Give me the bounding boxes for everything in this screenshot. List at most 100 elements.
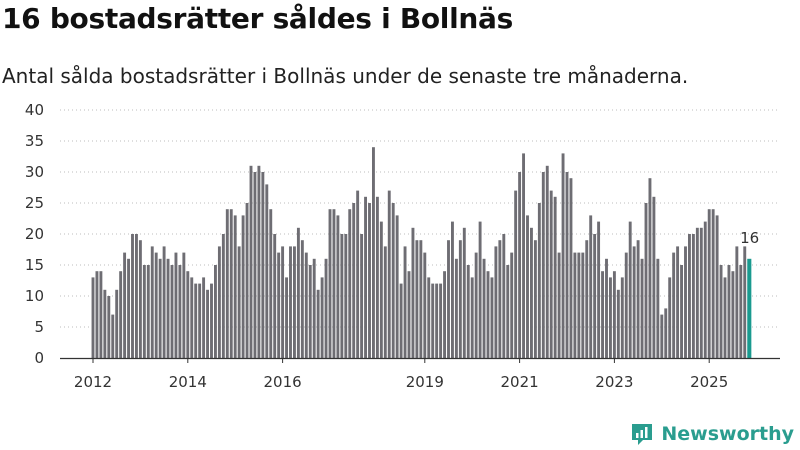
bar bbox=[510, 252, 514, 358]
x-tick-label: 2023 bbox=[595, 373, 633, 391]
y-tick-label: 5 bbox=[34, 318, 44, 336]
bar bbox=[194, 283, 198, 358]
bar bbox=[308, 265, 312, 358]
bar bbox=[107, 296, 111, 358]
bar bbox=[691, 234, 695, 358]
bar bbox=[135, 234, 138, 358]
bar bbox=[478, 221, 482, 358]
bar bbox=[379, 221, 383, 358]
bar bbox=[95, 271, 99, 358]
bar bbox=[123, 252, 127, 358]
bar bbox=[632, 246, 636, 358]
bar bbox=[609, 277, 612, 358]
data-label-last: 16 bbox=[740, 229, 759, 247]
bar bbox=[462, 227, 466, 358]
bar bbox=[466, 265, 470, 358]
bar bbox=[111, 314, 115, 358]
bar bbox=[541, 172, 545, 358]
bar bbox=[526, 215, 529, 358]
bar bbox=[502, 234, 506, 358]
x-tick-label: 2012 bbox=[74, 373, 112, 391]
bar bbox=[597, 221, 601, 358]
bar bbox=[324, 258, 328, 358]
bar bbox=[304, 252, 308, 358]
bar bbox=[707, 209, 711, 358]
bar bbox=[336, 215, 340, 358]
bar bbox=[328, 209, 332, 358]
bar bbox=[296, 227, 300, 358]
bar bbox=[119, 271, 123, 358]
bar bbox=[265, 184, 269, 358]
bar bbox=[166, 258, 170, 358]
bar bbox=[186, 271, 190, 358]
bar bbox=[605, 258, 608, 358]
bar bbox=[435, 283, 439, 358]
bar bbox=[522, 153, 525, 358]
bar bbox=[443, 271, 446, 358]
chart-annotations: 16 bbox=[740, 229, 759, 247]
bar bbox=[695, 227, 699, 358]
bar bbox=[360, 234, 364, 358]
y-tick-label: 30 bbox=[25, 163, 44, 181]
bar bbox=[261, 172, 265, 358]
bar bbox=[138, 240, 142, 358]
bar bbox=[174, 252, 178, 358]
bar bbox=[391, 203, 395, 358]
bar bbox=[178, 265, 182, 358]
bar bbox=[233, 215, 237, 358]
y-tick-label: 25 bbox=[25, 194, 44, 212]
bar bbox=[403, 246, 407, 358]
bar bbox=[743, 246, 747, 358]
y-tick-label: 40 bbox=[25, 101, 44, 119]
bar bbox=[214, 265, 217, 358]
bar bbox=[684, 246, 687, 358]
bar bbox=[636, 240, 640, 358]
bar bbox=[652, 196, 656, 358]
bar bbox=[688, 234, 691, 358]
bar bbox=[577, 252, 581, 358]
bar bbox=[454, 258, 458, 358]
bar bbox=[162, 246, 166, 358]
bar bbox=[628, 221, 632, 358]
y-axis: 0 5 10 15 20 25 30 35 40 bbox=[25, 101, 44, 367]
bar bbox=[99, 271, 103, 358]
bar bbox=[372, 147, 375, 358]
bar bbox=[573, 252, 577, 358]
bar bbox=[620, 277, 624, 358]
bar bbox=[142, 265, 146, 358]
brand-name: Newsworthy bbox=[661, 423, 794, 445]
bar bbox=[616, 289, 620, 358]
bar bbox=[439, 283, 443, 358]
bar bbox=[612, 271, 616, 358]
bar bbox=[158, 258, 162, 358]
bar bbox=[150, 246, 154, 358]
bar bbox=[415, 240, 419, 358]
bar bbox=[312, 258, 316, 358]
x-tick-label: 2016 bbox=[264, 373, 302, 391]
x-tick-label: 2025 bbox=[690, 373, 728, 391]
bar bbox=[293, 246, 296, 358]
bar bbox=[320, 277, 324, 358]
bar bbox=[699, 227, 703, 358]
bar bbox=[731, 271, 735, 358]
bar bbox=[399, 283, 403, 358]
bar bbox=[285, 277, 288, 358]
bar bbox=[269, 209, 273, 358]
bar bbox=[668, 277, 672, 358]
bar bbox=[245, 203, 249, 358]
bar bbox=[190, 277, 194, 358]
bar bbox=[514, 190, 518, 358]
bar bbox=[210, 283, 213, 358]
bar bbox=[229, 209, 233, 358]
bar bbox=[411, 227, 415, 358]
bar bbox=[281, 246, 285, 358]
bar bbox=[332, 209, 336, 358]
bar bbox=[221, 234, 225, 358]
bar bbox=[703, 221, 707, 358]
bar bbox=[593, 234, 597, 358]
bar bbox=[383, 246, 387, 358]
bar bbox=[348, 209, 352, 358]
bar bbox=[198, 283, 202, 358]
x-axis: 2012 2014 2016 2019 2021 2023 2025 bbox=[60, 357, 780, 391]
